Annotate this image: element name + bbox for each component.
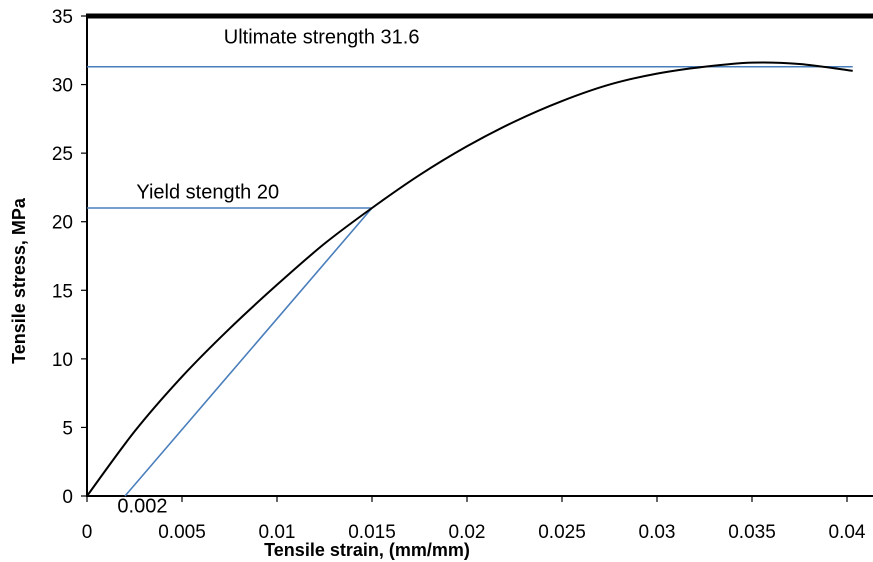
- y-tick-label: 0: [62, 487, 73, 508]
- x-tick-label: 0.02: [449, 522, 486, 543]
- x-tick-label: 0: [82, 522, 93, 543]
- y-tick-label: 5: [62, 418, 73, 439]
- annotations: Ultimate strength 31.6 Yield stength 20 0.…: [117, 26, 419, 517]
- tick-labels: 0 0.005 0.01 0.015 0.02 0.025 0.03 0.035 0.04 0 5 1…: [52, 7, 866, 543]
- y-tick-label: 20: [52, 213, 73, 234]
- x-tick-label: 0.01: [259, 522, 296, 543]
- reference-lines: [87, 65, 853, 497]
- stress-strain-curve: [86, 61, 853, 497]
- reference-line: [124, 207, 373, 497]
- axes: [81, 13, 873, 502]
- x-axis-title: Tensile strain, (mm/mm): [264, 540, 470, 560]
- y-tick-label: 10: [52, 350, 73, 371]
- x-tick-label: 0.035: [728, 522, 776, 543]
- series-group: [86, 61, 853, 497]
- y-tick-label: 25: [52, 144, 73, 165]
- y-axis-title: Tensile stress, MPa: [9, 197, 29, 364]
- x-tick-label: 0.03: [639, 522, 676, 543]
- annotation-label: 0.002: [117, 495, 167, 517]
- annotation-label: Yield stength 20: [136, 181, 279, 203]
- x-tick-label: 0.04: [829, 522, 866, 543]
- y-tick-label: 35: [52, 7, 73, 28]
- y-tick-label: 30: [52, 76, 73, 97]
- x-tick-label: 0.015: [348, 522, 396, 543]
- annotation-label: Ultimate strength 31.6: [224, 26, 420, 48]
- x-tick-label: 0.025: [538, 522, 586, 543]
- y-tick-label: 15: [52, 281, 73, 302]
- x-tick-label: 0.005: [158, 522, 206, 543]
